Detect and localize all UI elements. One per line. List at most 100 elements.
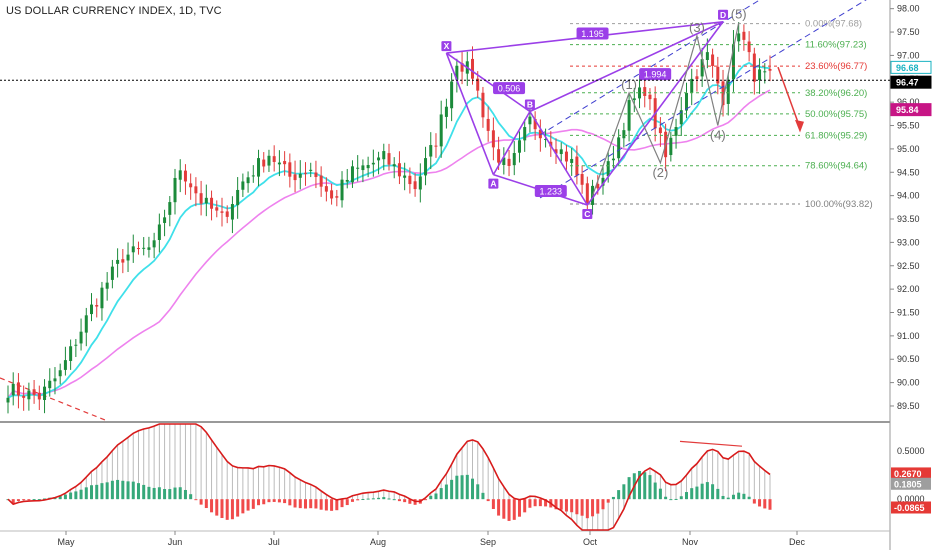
candle-body: [721, 81, 725, 106]
macd-histogram-bar: [43, 498, 47, 500]
candle-body: [377, 157, 381, 161]
downtrend-line: [0, 377, 106, 421]
macd-histogram-bar: [674, 498, 678, 500]
macd-histogram-bar: [768, 499, 772, 510]
candle-body: [455, 65, 459, 80]
macd-histogram-bar: [267, 499, 271, 503]
candle-body: [215, 207, 219, 211]
macd-histogram-bar: [497, 499, 501, 516]
y-tick-label: 89.50: [897, 401, 920, 411]
macd-histogram-bar: [690, 488, 694, 500]
elliott-wave-label: (2): [652, 165, 668, 180]
elliott-wave-label: (5): [731, 7, 747, 22]
macd-histogram-bar: [716, 488, 720, 500]
candle-body: [6, 397, 10, 403]
candle-body: [303, 172, 307, 174]
candle-body: [507, 158, 511, 166]
macd-histogram-bar: [731, 494, 735, 500]
macd-histogram-bar: [110, 480, 114, 500]
harmonic-ratio-label: 1.994: [644, 70, 667, 80]
macd-histogram-bar: [340, 499, 344, 508]
candle-body: [434, 145, 438, 147]
macd-histogram-bar: [455, 475, 459, 500]
macd-histogram-bar: [283, 499, 287, 504]
y-tick-label: 94.50: [897, 167, 920, 177]
candle-body: [554, 149, 558, 154]
macd-histogram-bar: [204, 499, 208, 509]
macd-histogram-bar: [95, 484, 99, 500]
macd-histogram-bar: [215, 499, 219, 516]
candle-body: [502, 157, 506, 165]
candle-body: [439, 114, 443, 147]
candle-body: [121, 259, 125, 263]
fib-level-label: 38.20%(96.20): [805, 88, 867, 99]
candle-body: [627, 100, 631, 131]
price-label-box: [890, 60, 932, 74]
macd-histogram-bar: [361, 499, 365, 501]
candle-body: [194, 186, 198, 194]
macd-histogram-bar: [335, 499, 339, 511]
harmonic-leg-line: [445, 52, 531, 113]
candle-body: [413, 181, 417, 190]
candle-body: [481, 92, 485, 118]
harmonic-ratio-box: [639, 68, 672, 81]
macd-histogram-bar: [638, 470, 642, 500]
y-tick-label: 91.50: [897, 307, 920, 317]
candle-body: [716, 66, 720, 84]
candle-body: [611, 158, 615, 161]
candle-body: [731, 43, 735, 80]
macd-histogram-bar: [580, 499, 584, 516]
macd-histogram-bar: [230, 499, 234, 520]
macd-histogram-bar: [16, 499, 20, 502]
candle-body: [345, 179, 349, 182]
candle-body: [136, 248, 140, 250]
y-tick-label: 94.00: [897, 191, 920, 201]
candle-body: [643, 87, 647, 96]
macd-histogram-bar: [319, 499, 323, 510]
candle-body: [16, 382, 20, 396]
x-tick-label: Aug: [370, 537, 386, 547]
candle-body: [517, 140, 521, 153]
macd-histogram-bar: [507, 499, 511, 521]
macd-histogram-bar: [345, 499, 349, 506]
macd-histogram-bar: [241, 499, 245, 514]
macd-histogram-bar: [189, 494, 193, 500]
candle-body: [356, 167, 360, 169]
harmonic-point-label: B: [527, 100, 533, 110]
macd-histogram-bar: [439, 488, 443, 500]
candle-body: [523, 127, 527, 141]
projection-arrow-line: [777, 66, 801, 129]
fib-level-label: 11.60%(97.23): [805, 40, 867, 51]
macd-histogram-bar: [471, 478, 475, 500]
macd-histogram-bar: [309, 499, 313, 509]
macd-histogram-bar: [523, 499, 527, 513]
candle-body: [471, 58, 475, 79]
macd-histogram-bar: [606, 499, 610, 503]
macd-value-text: -0.0865: [894, 503, 925, 513]
macd-histogram-bar: [559, 499, 563, 510]
y-tick-label: 93.50: [897, 214, 920, 224]
x-tick-label: Nov: [682, 537, 699, 547]
macd-histogram-bar: [528, 499, 532, 508]
candle-body: [606, 161, 610, 177]
macd-histogram-bar: [152, 487, 156, 500]
candle-body: [486, 118, 490, 131]
macd-histogram-bar: [105, 482, 109, 500]
y-tick-label: 95.50: [897, 121, 920, 131]
price-label-text: 95.84: [896, 105, 919, 115]
price-label-box: [890, 103, 932, 117]
macd-histogram-bar: [27, 499, 31, 501]
candle-body: [711, 54, 715, 66]
y-tick-label: 92.50: [897, 261, 920, 271]
candle-body: [528, 116, 532, 125]
macd-histogram-bar: [424, 499, 428, 501]
elliott-wave-line: [591, 22, 740, 196]
candle-body: [178, 170, 182, 180]
macd-histogram-bar: [356, 499, 360, 501]
macd-histogram-bar: [601, 499, 605, 510]
harmonic-point-label: C: [584, 209, 590, 219]
candle-body: [288, 162, 292, 177]
candle-body: [330, 190, 334, 199]
candle-body: [142, 247, 146, 249]
